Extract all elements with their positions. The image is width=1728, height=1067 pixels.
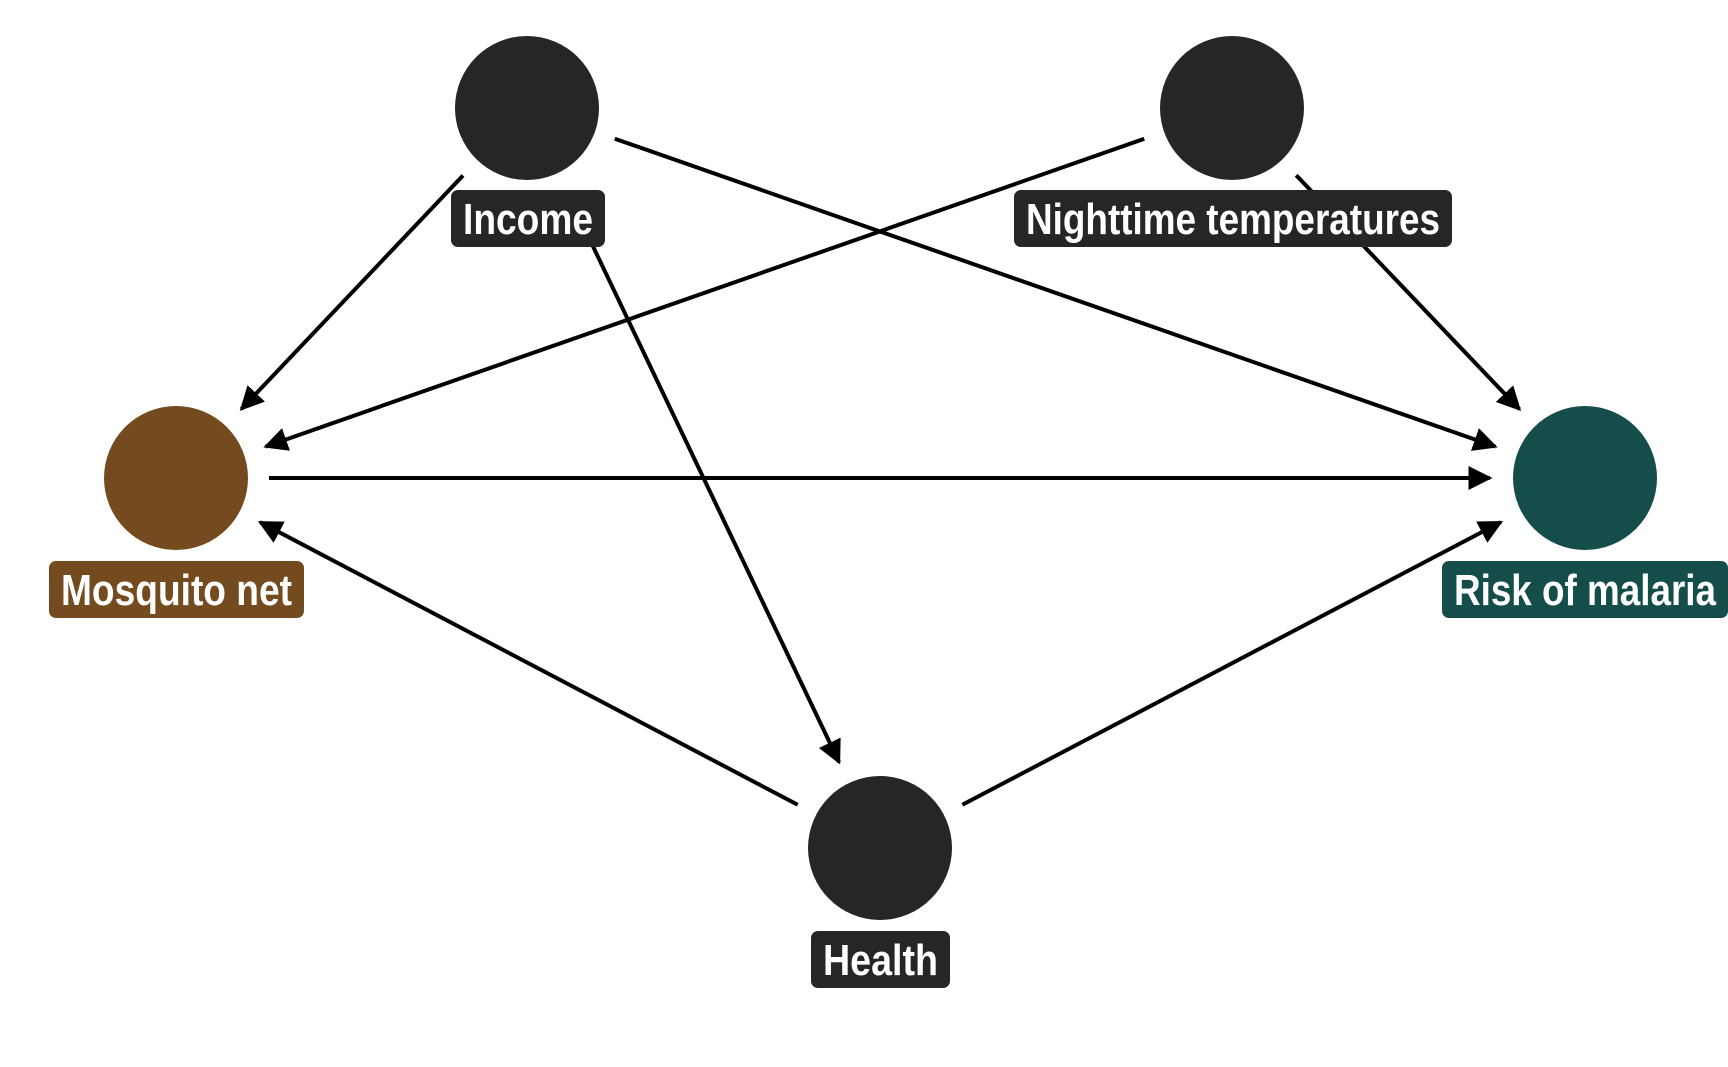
edge-income-to-net (239, 174, 465, 411)
edge-health-to-net (257, 520, 799, 807)
node-label-health: Health (823, 936, 938, 985)
node-label-nighttime: Nighttime temperatures (1026, 195, 1440, 244)
node-label-box-malaria (1442, 561, 1728, 618)
node-circle-health (808, 776, 952, 920)
edge-health-to-malaria (961, 520, 1504, 807)
edges-layer (239, 136, 1522, 807)
node-label-box-income (451, 190, 605, 247)
node-label-box-nighttime (1014, 190, 1452, 247)
node-health: Health (808, 776, 952, 988)
node-label-malaria: Risk of malaria (1454, 566, 1716, 615)
node-net: Mosquito net (49, 406, 304, 618)
nodes-layer: Income Nighttime temperatures Mosquito net… (49, 36, 1728, 988)
node-nighttime: Nighttime temperatures (1014, 36, 1452, 247)
node-circle-income (455, 36, 599, 180)
node-circle-nighttime (1160, 36, 1304, 180)
node-label-box-health (811, 931, 950, 988)
edge-nighttime-to-net (263, 136, 1145, 451)
node-income: Income (451, 36, 605, 247)
node-label-net: Mosquito net (61, 566, 292, 615)
node-malaria: Risk of malaria (1442, 406, 1728, 618)
edge-income-to-malaria (614, 136, 1498, 451)
node-circle-net (104, 406, 248, 550)
node-label-box-net (49, 561, 304, 618)
node-circle-malaria (1513, 406, 1657, 550)
node-label-income: Income (463, 195, 593, 244)
